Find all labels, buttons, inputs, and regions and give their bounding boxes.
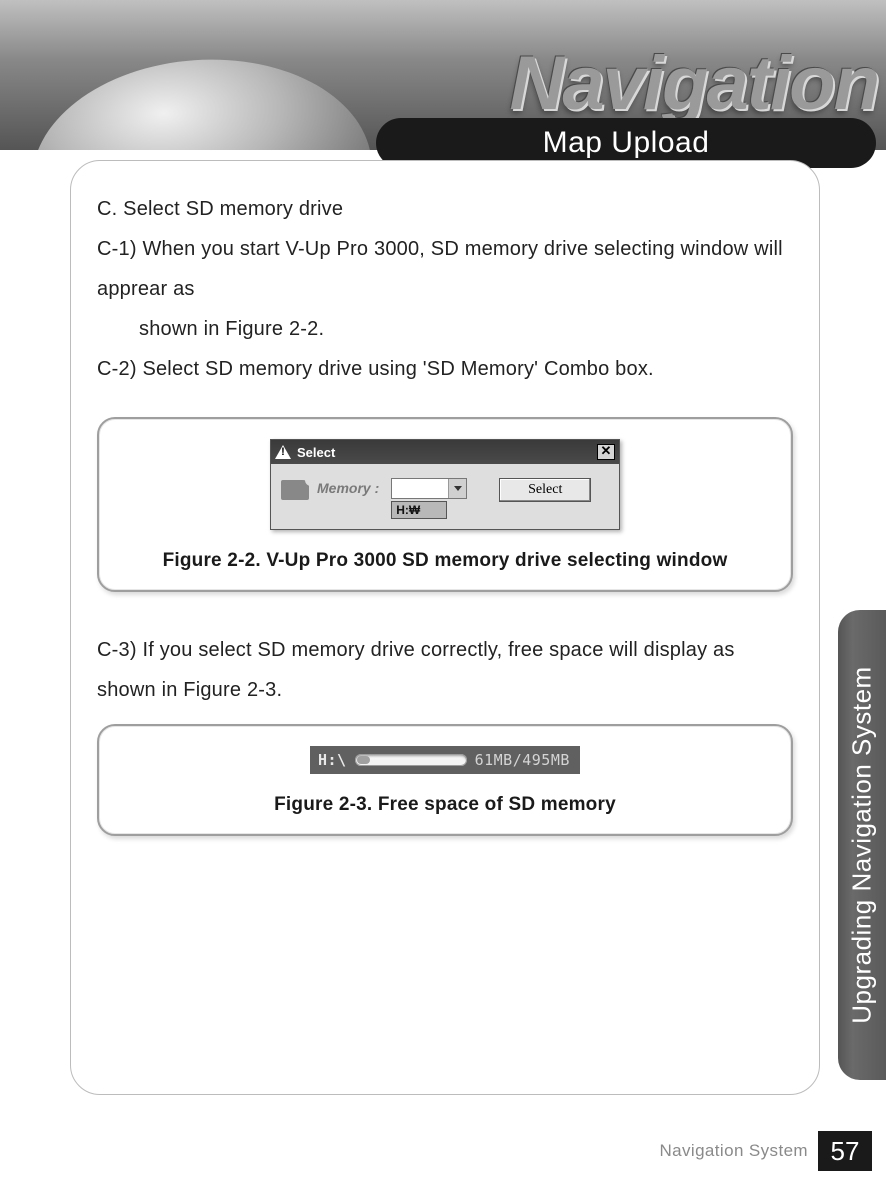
figure-2-2: Select ✕ Memory : H:₩ Select Figure 2-2.… — [97, 417, 793, 592]
sd-card-icon — [281, 480, 309, 500]
select-dialog: Select ✕ Memory : H:₩ Select — [270, 439, 620, 530]
sd-memory-label: Memory : — [317, 480, 379, 496]
figure-2-3: H:\ 61MB/495MB Figure 2-3. Free space of… — [97, 724, 793, 836]
dialog-titlebar: Select ✕ — [271, 440, 619, 464]
figure-2-3-caption: Figure 2-3. Free space of SD memory — [115, 794, 775, 816]
footer-label: Navigation System — [659, 1141, 808, 1161]
close-icon[interactable]: ✕ — [597, 444, 615, 460]
sd-memory-combo[interactable] — [391, 478, 467, 499]
page-footer: Navigation System 57 — [0, 1131, 886, 1171]
step-c1-line1: C-1) When you start V-Up Pro 3000, SD me… — [97, 229, 793, 309]
dialog-title-text: Select — [297, 445, 335, 460]
combo-option-h[interactable]: H:₩ — [391, 501, 447, 519]
content-card: C. Select SD memory drive C-1) When you … — [70, 160, 820, 1095]
step-c2: C-2) Select SD memory drive using 'SD Me… — [97, 349, 793, 389]
free-space-bar: H:\ 61MB/495MB — [310, 746, 580, 774]
banner-word: Navigation — [510, 40, 886, 127]
page-number: 57 — [818, 1131, 872, 1171]
drive-letter: H:\ — [318, 751, 347, 769]
space-meter-fill — [357, 756, 371, 764]
chevron-down-icon[interactable] — [448, 479, 466, 498]
select-button[interactable]: Select — [499, 478, 591, 502]
section-side-tab: Upgrading Navigation System — [838, 610, 886, 1080]
step-c1-line2: shown in Figure 2-2. — [97, 309, 793, 349]
space-meter — [355, 754, 467, 766]
space-text: 61MB/495MB — [475, 751, 570, 769]
step-c3: C-3) If you select SD memory drive corre… — [97, 630, 793, 710]
warning-icon — [275, 445, 291, 459]
step-c-heading: C. Select SD memory drive — [97, 189, 793, 229]
combo-value — [392, 479, 448, 498]
section-side-tab-label: Upgrading Navigation System — [847, 666, 878, 1023]
figure-2-2-caption: Figure 2-2. V-Up Pro 3000 SD memory driv… — [115, 550, 775, 572]
